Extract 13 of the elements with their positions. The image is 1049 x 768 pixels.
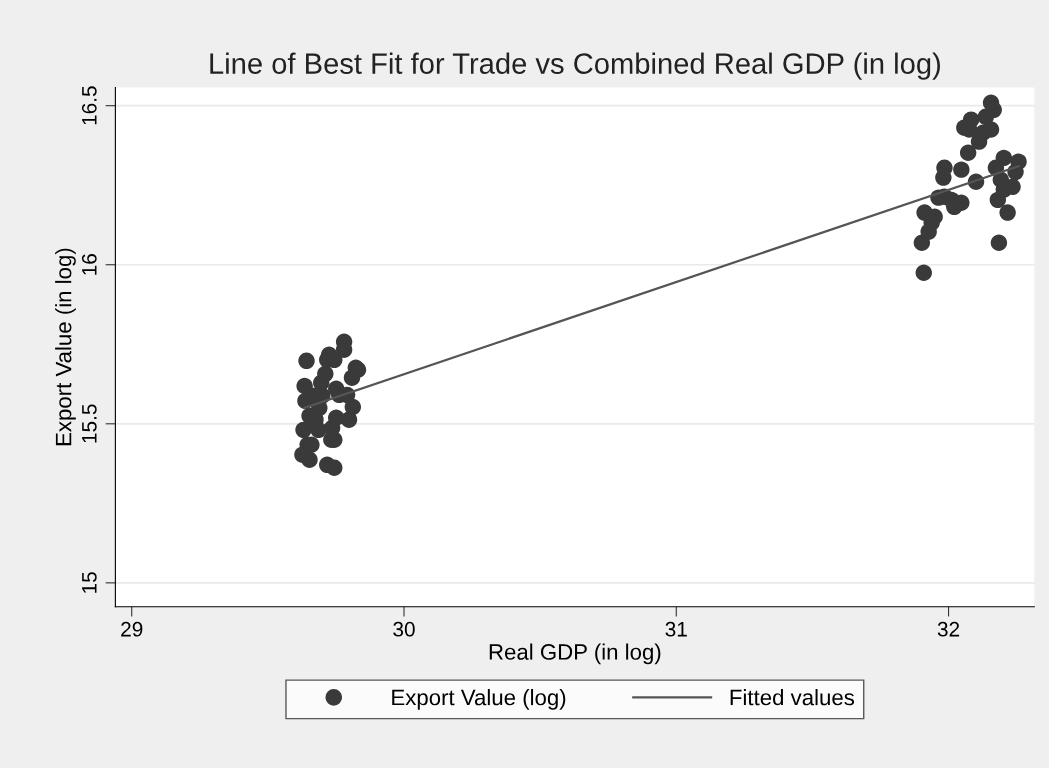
x-tick-label: 31 xyxy=(665,621,687,637)
y-axis-title: Export Value (in log) xyxy=(55,248,76,446)
chart-title: Line of Best Fit for Trade vs Combined Real GDP (in log) xyxy=(210,52,940,80)
y-tick-label: 15 xyxy=(82,572,97,593)
y-tick-label: 16 xyxy=(81,254,97,275)
y-tick-label: 16.5 xyxy=(81,86,97,125)
x-tick-label: 29 xyxy=(121,621,143,637)
legend-label: Fitted values xyxy=(730,689,855,706)
legend-label: Export Value (log) xyxy=(392,689,566,710)
x-tick-label: 32 xyxy=(937,621,960,637)
x-axis-title: Real GDP (in log) xyxy=(489,643,661,665)
y-tick-label: 15.5 xyxy=(82,404,97,443)
x-tick-label: 30 xyxy=(393,621,415,637)
